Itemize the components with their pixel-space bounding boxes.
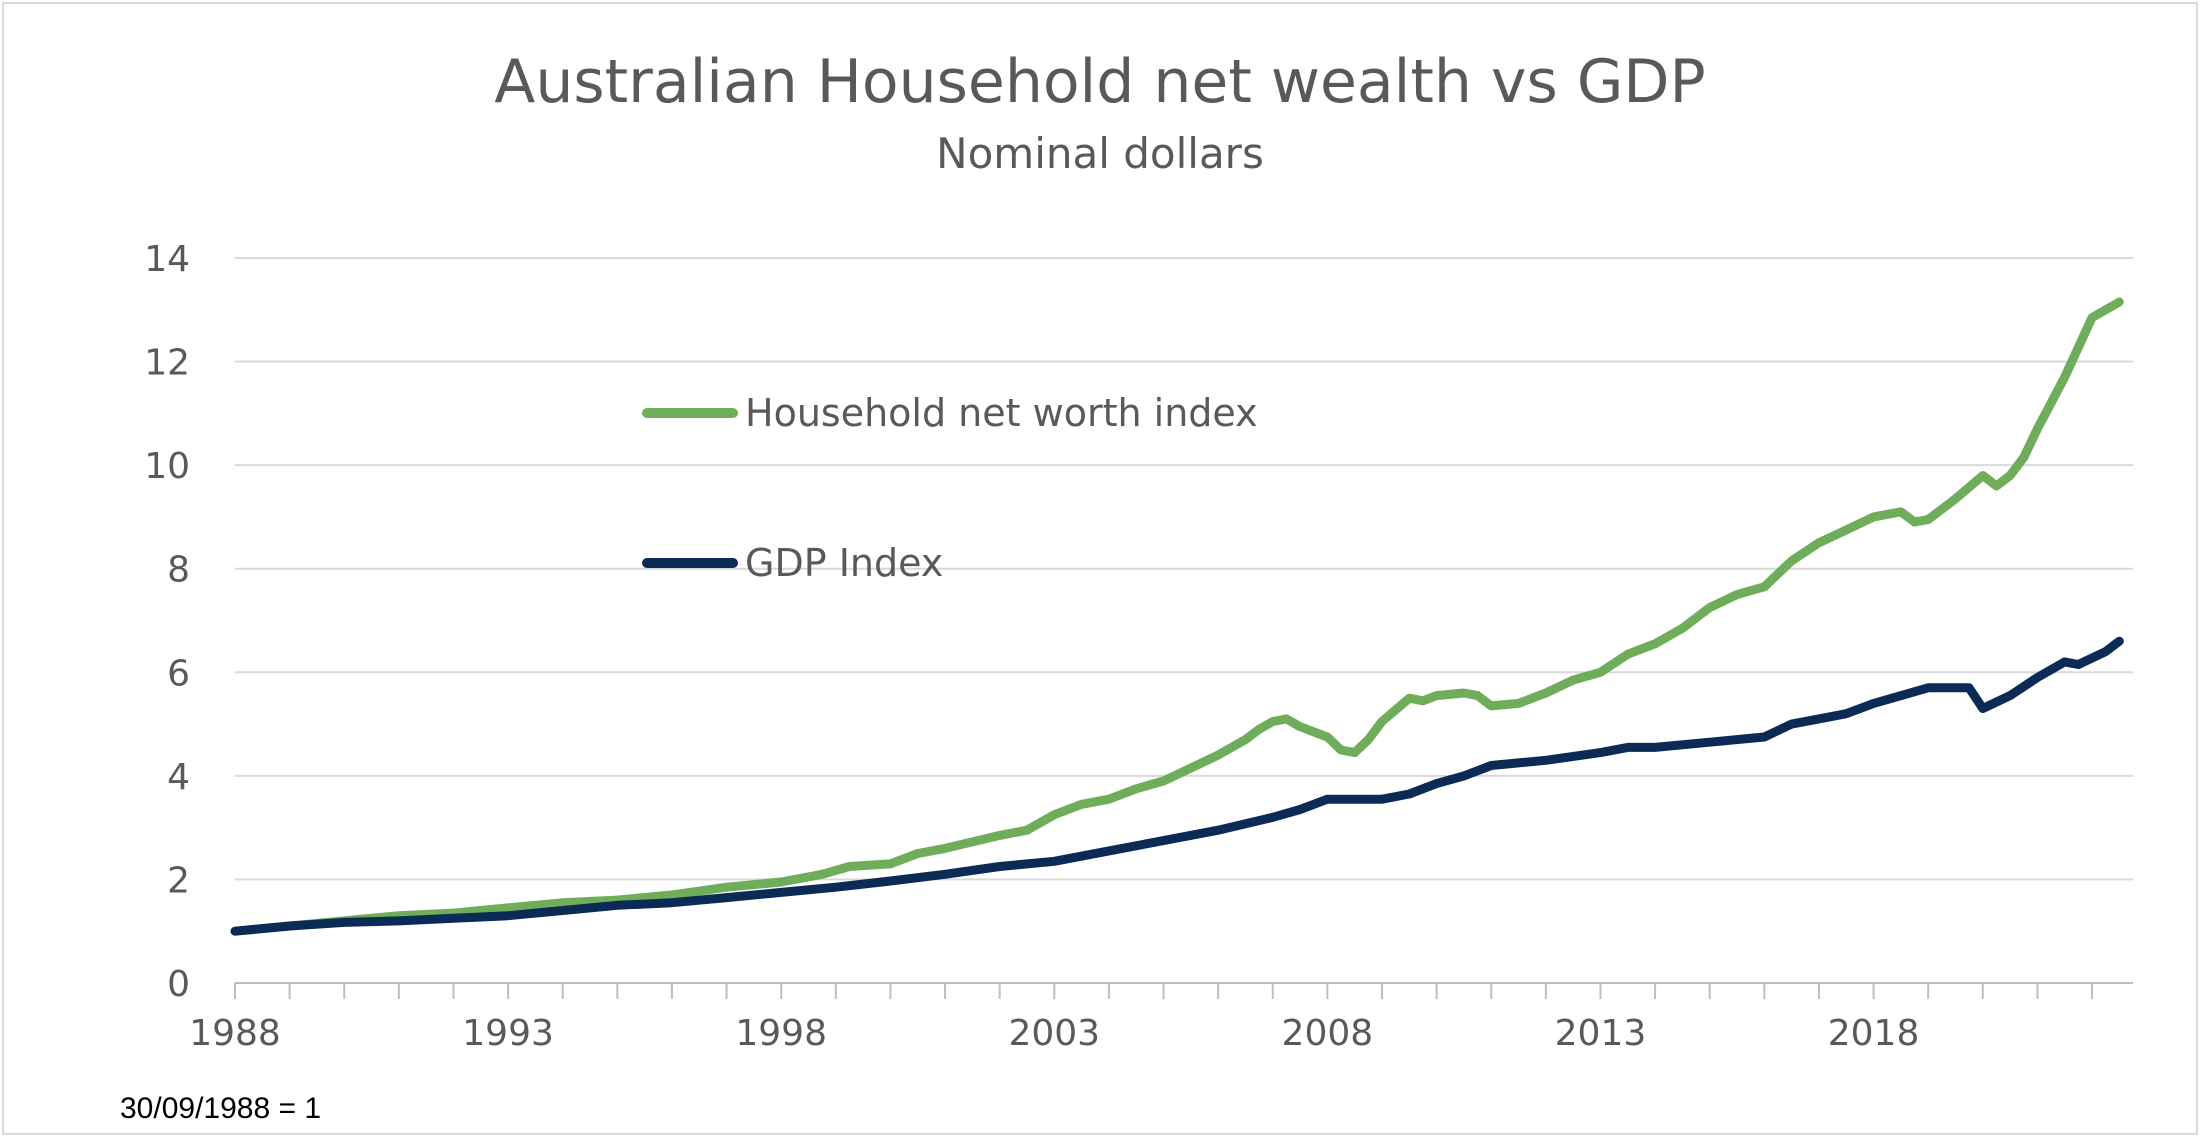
y-tick-label-6: 6: [167, 653, 190, 694]
legend-label-gdp-index: GDP Index: [745, 541, 943, 585]
x-tick-label-2008: 2008: [1282, 1013, 1374, 1054]
x-tick-label-2018: 2018: [1828, 1013, 1920, 1054]
y-tick-label-12: 12: [144, 343, 190, 384]
chart-subtitle: Nominal dollars: [936, 129, 1264, 178]
gridlines: [235, 257, 2133, 881]
x-tick-label-2013: 2013: [1555, 1013, 1647, 1054]
y-tick-label-8: 8: [167, 550, 190, 591]
x-tick-label-2003: 2003: [1008, 1013, 1100, 1054]
legend: Household net worth index GDP Index: [642, 391, 1258, 585]
y-tick-label-10: 10: [144, 446, 190, 487]
x-tick-label-1993: 1993: [462, 1013, 554, 1054]
x-tick-label-1988: 1988: [189, 1013, 281, 1054]
y-tick-label-0: 0: [167, 964, 190, 1005]
x-tick-label-1998: 1998: [735, 1013, 827, 1054]
x-axis: [234, 982, 2133, 999]
x-axis-tick-labels: 1988 1993 1998 2003 2008 2013 2018: [189, 1013, 1919, 1054]
y-tick-label-2: 2: [167, 860, 190, 901]
series-line-gdp-index: [230, 636, 2124, 936]
chart-title: Australian Household net wealth vs GDP: [494, 47, 1705, 117]
y-tick-label-4: 4: [167, 757, 190, 798]
series-line-household-net-worth-index: [230, 297, 2124, 936]
y-axis-tick-labels: 0 2 4 6 8 10 12 14: [144, 239, 190, 1005]
baseline-note: 30/09/1988 = 1: [120, 1092, 321, 1125]
y-tick-label-14: 14: [144, 239, 190, 280]
series-lines: [230, 297, 2124, 936]
legend-label-household-net-worth: Household net worth index: [745, 391, 1258, 435]
